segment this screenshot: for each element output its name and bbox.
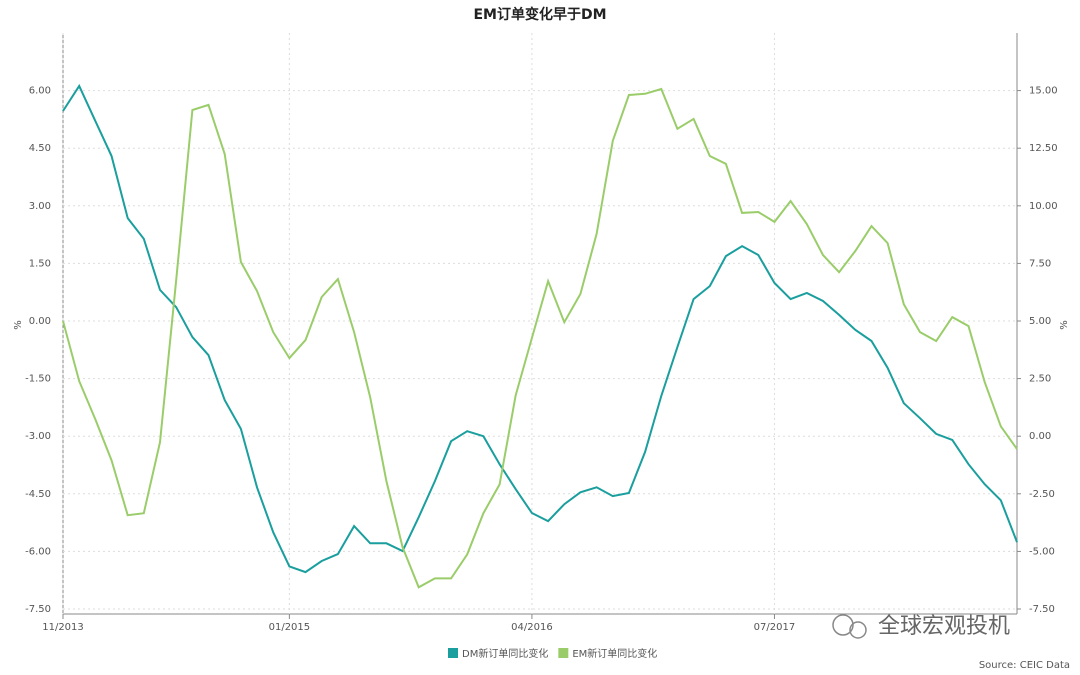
y-tick-label: -1.50 — [25, 374, 51, 385]
y2-tick-label: 0.00 — [1029, 431, 1051, 442]
y-tick-label: 3.00 — [29, 201, 51, 212]
x-tick-label: 01/2015 — [269, 622, 311, 633]
y-tick-label: 6.00 — [29, 86, 51, 97]
y-tick-label: -7.50 — [25, 604, 51, 615]
y2-tick-label: 12.50 — [1029, 143, 1058, 154]
y2-tick-label: 5.00 — [1029, 316, 1051, 327]
legend-swatch — [558, 648, 569, 658]
x-tick-label: 04/2016 — [511, 622, 553, 633]
source: Source: CEIC Data — [979, 660, 1070, 671]
y2-tick-label: 2.50 — [1029, 374, 1051, 385]
series-line — [62, 83, 1018, 574]
legend-swatch — [448, 648, 458, 658]
legend-label: EM新订单同比变化 — [572, 647, 657, 660]
y2-tick-label: 15.00 — [1029, 86, 1058, 97]
y2-tick-label: -2.50 — [1029, 489, 1055, 500]
x-tick-label: 07/2017 — [754, 622, 796, 633]
x-tick-label: 11/2013 — [42, 622, 84, 633]
series-line — [62, 87, 1018, 589]
y2-tick-label: -7.50 — [1029, 604, 1055, 615]
y-tick-label: 0.00 — [29, 316, 51, 327]
y-tick-label: 4.50 — [29, 143, 51, 154]
watermark-icon — [832, 614, 854, 636]
watermark: 全球宏观投机 — [878, 614, 1010, 639]
y-tick-label: -4.50 — [25, 489, 51, 500]
y2-tick-label: -5.00 — [1029, 546, 1055, 557]
y2-tick-label: 10.00 — [1029, 201, 1058, 212]
y-tick-label: 1.50 — [29, 258, 51, 269]
legend-label: DM新订单同比变化 — [462, 647, 548, 660]
watermark-group: 全球宏观投机 — [832, 614, 1010, 639]
y2-tick-label: 7.50 — [1029, 258, 1051, 269]
y-axis-label: % — [13, 320, 24, 330]
y2-axis-label: % — [1059, 320, 1070, 330]
watermark-icon — [849, 621, 867, 639]
chart-title: EM订单变化早于DM — [473, 6, 606, 23]
y-tick-label: -3.00 — [25, 431, 51, 442]
y-tick-label: -6.00 — [25, 546, 51, 557]
